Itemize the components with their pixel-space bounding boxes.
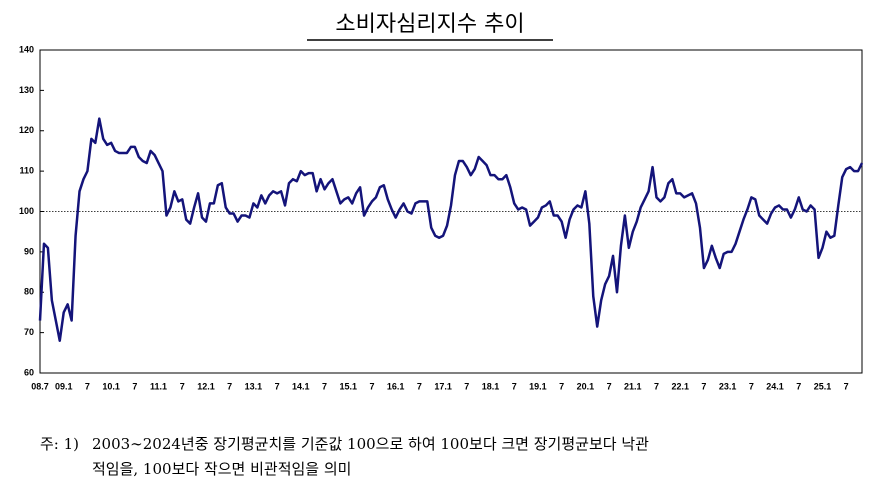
x-tick-label: 25.1	[814, 381, 832, 391]
x-tick-label: 7	[796, 381, 801, 391]
x-tick-label: 18.1	[482, 381, 500, 391]
y-tick-label: 70	[24, 327, 34, 337]
x-tick-label: 19.1	[529, 381, 547, 391]
x-tick-label: 20.1	[577, 381, 595, 391]
x-tick-label: 10.1	[102, 381, 120, 391]
series-line	[38, 117, 864, 342]
y-tick-label: 110	[19, 166, 34, 176]
x-tick-label: 23.1	[719, 381, 737, 391]
x-tick-label: 7	[85, 381, 90, 391]
x-tick-label: 12.1	[197, 381, 215, 391]
x-tick-label: 7	[701, 381, 706, 391]
x-tick-label: 11.1	[150, 381, 167, 391]
x-tick-label: 7	[512, 381, 517, 391]
y-tick-label: 100	[19, 206, 34, 216]
note-line: 적임을, 100보다 작으면 비관적임을 의미	[92, 460, 352, 478]
x-tick-label: 7	[227, 381, 232, 391]
x-tick-label: 22.1	[671, 381, 689, 391]
x-tick-label: 7	[180, 381, 185, 391]
x-tick-label: 7	[654, 381, 659, 391]
x-tick-label: 15.1	[339, 381, 357, 391]
x-tick-label: 7	[559, 381, 564, 391]
x-tick-label: 08.7	[31, 381, 49, 391]
x-tick-label: 7	[275, 381, 280, 391]
x-tick-label: 7	[607, 381, 612, 391]
y-tick-label: 60	[24, 367, 34, 377]
x-tick-label: 13.1	[245, 381, 263, 391]
x-tick-label: 14.1	[292, 381, 310, 391]
chart: 소비자심리지수 추이 60 70 80 90 100 110 120 130 140 08.7 09…	[19, 12, 864, 391]
x-tick-label: 24.1	[766, 381, 784, 391]
note-prefix: 주: 1)	[40, 435, 80, 453]
y-tick-label: 120	[19, 125, 34, 135]
note-line: 2003∼2024년중 장기평균치를 기준값 100으로 하여 100보다 크면…	[92, 435, 649, 453]
y-tick-label: 130	[19, 85, 34, 95]
x-tick-label: 21.1	[624, 381, 642, 391]
y-tick-label: 90	[24, 246, 34, 256]
x-tick-label: 7	[749, 381, 754, 391]
x-tick-label: 7	[322, 381, 327, 391]
x-tick-label: 7	[132, 381, 137, 391]
x-tick-label: 7	[844, 381, 849, 391]
x-tick-label: 16.1	[387, 381, 405, 391]
x-tick-label: 7	[417, 381, 422, 391]
chart-title: 소비자심리지수 추이	[335, 12, 524, 37]
x-tick-label: 7	[464, 381, 469, 391]
y-tick-label: 140	[19, 44, 34, 54]
x-tick-label: 7	[369, 381, 374, 391]
y-tick-label: 80	[24, 287, 34, 297]
x-tick-label: 17.1	[434, 381, 452, 391]
x-tick-label: 09.1	[55, 381, 73, 391]
